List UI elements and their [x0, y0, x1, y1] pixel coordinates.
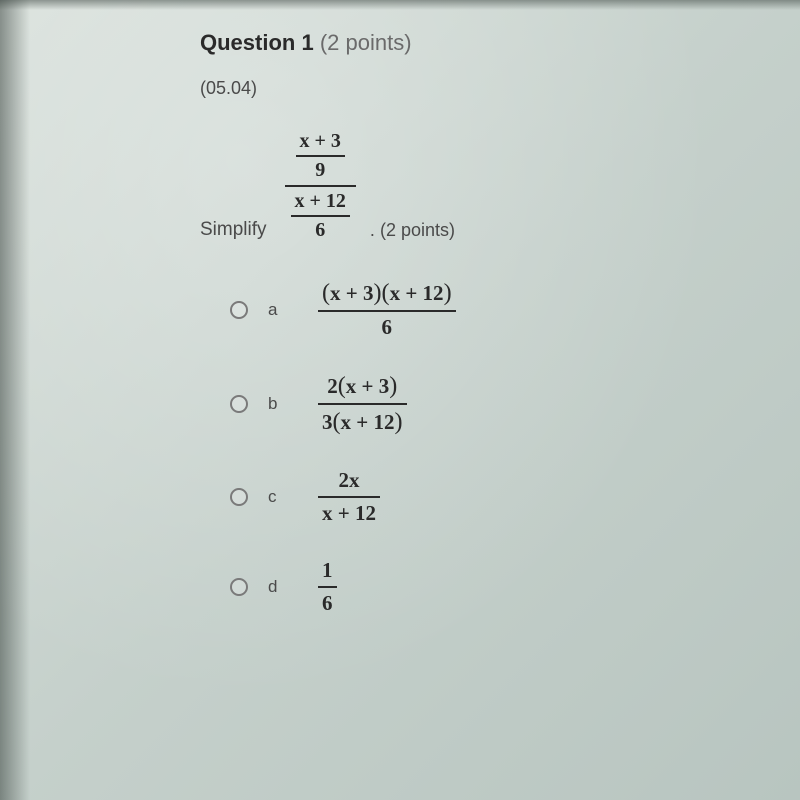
option-d[interactable]: d 1 6 [230, 557, 800, 617]
options-list: a (x + 3)(x + 12) 6 b 2(x + 3) 3(x + 12) [230, 278, 800, 617]
option-math-d: 1 6 [318, 557, 337, 617]
opt-c-denom: x + 12 [318, 500, 380, 527]
option-c[interactable]: c 2x x + 12 [230, 467, 800, 527]
prompt-label: Simplify [200, 219, 267, 243]
opt-b-numer: 2(x + 3) [318, 371, 407, 401]
top-denom: 9 [296, 159, 345, 182]
section-code: (05.04) [200, 78, 800, 99]
option-label-b: b [268, 394, 294, 414]
radio-d[interactable] [230, 578, 248, 596]
option-b[interactable]: b 2(x + 3) 3(x + 12) [230, 371, 800, 437]
option-label-c: c [268, 487, 294, 507]
radio-c[interactable] [230, 488, 248, 506]
opt-c-numer: 2x [318, 467, 380, 494]
prompt-trailing: . (2 points) [370, 220, 455, 243]
opt-b-denom: 3(x + 12) [318, 407, 407, 437]
opt-d-numer: 1 [318, 557, 337, 584]
option-math-b: 2(x + 3) 3(x + 12) [318, 371, 407, 437]
radio-a[interactable] [230, 301, 248, 319]
option-label-a: a [268, 300, 294, 320]
bot-denom: 6 [291, 219, 350, 242]
question-title: Question 1 [200, 30, 314, 55]
option-a[interactable]: a (x + 3)(x + 12) 6 [230, 278, 800, 341]
top-numer: x + 3 [296, 130, 345, 153]
question-screen: Question 1 (2 points) (05.04) Simplify x… [0, 0, 800, 800]
opt-d-denom: 6 [318, 590, 337, 617]
radio-b[interactable] [230, 395, 248, 413]
opt-a-numer: (x + 3)(x + 12) [318, 278, 456, 308]
option-math-c: 2x x + 12 [318, 467, 380, 527]
option-label-d: d [268, 577, 294, 597]
opt-a-denom: 6 [318, 314, 456, 341]
question-header: Question 1 (2 points) [200, 30, 800, 56]
question-points: (2 points) [320, 30, 412, 55]
prompt-expression: x + 3 9 x + 12 6 [285, 129, 356, 243]
option-math-a: (x + 3)(x + 12) 6 [318, 278, 456, 341]
prompt-row: Simplify x + 3 9 x + 12 6 . (2 points) [200, 129, 800, 243]
bot-numer: x + 12 [291, 190, 350, 213]
